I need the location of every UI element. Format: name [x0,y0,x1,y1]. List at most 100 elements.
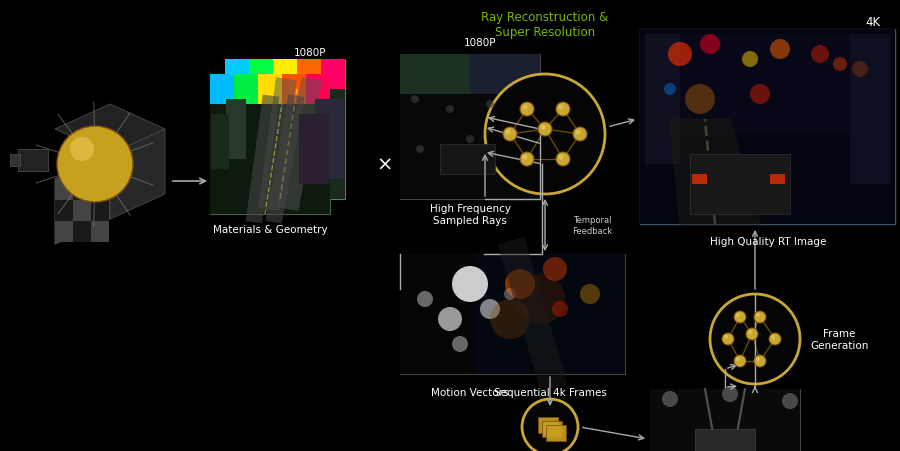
Bar [210,75,330,215]
Bar [211,115,229,170]
Circle shape [438,307,462,331]
Polygon shape [91,221,109,243]
Circle shape [559,105,563,110]
Bar [640,30,895,225]
Polygon shape [73,201,91,221]
Bar [210,105,330,215]
Polygon shape [55,179,73,201]
Circle shape [748,330,752,334]
Circle shape [736,357,740,361]
Bar [546,425,566,441]
Bar [475,254,625,374]
Bar [400,254,540,374]
Bar [10,155,20,166]
Circle shape [490,299,530,339]
Polygon shape [55,155,110,244]
Bar [470,55,540,95]
Circle shape [754,355,766,367]
Bar [650,389,800,451]
Polygon shape [670,120,760,225]
Circle shape [515,274,565,324]
Circle shape [756,357,760,361]
Circle shape [556,103,570,117]
Bar [650,389,800,451]
Bar [273,60,297,90]
Circle shape [734,311,746,323]
Circle shape [503,128,517,142]
Bar [234,75,258,105]
Bar [695,429,755,451]
Circle shape [700,35,720,55]
Circle shape [520,103,534,117]
Circle shape [452,336,468,352]
Text: Frame
Generation: Frame Generation [810,328,868,350]
Circle shape [541,125,545,130]
Bar [18,150,48,172]
Circle shape [756,313,760,318]
Circle shape [523,105,527,110]
Bar [400,55,540,199]
Bar [645,35,890,135]
Bar [645,35,680,165]
Text: 4K: 4K [865,15,880,28]
Text: Motion Vectors: Motion Vectors [431,387,508,397]
Circle shape [724,335,728,339]
Circle shape [520,152,534,166]
Circle shape [416,146,424,154]
Circle shape [771,335,775,339]
Text: Materials & Geometry: Materials & Geometry [212,225,328,235]
Circle shape [452,267,488,302]
Bar [690,155,790,215]
Text: 1080P: 1080P [293,48,326,58]
Bar [306,75,330,105]
Bar [770,175,785,184]
Bar [475,254,625,374]
Circle shape [580,285,600,304]
Circle shape [523,155,527,160]
Bar [225,60,249,90]
Circle shape [734,355,746,367]
Circle shape [486,101,494,109]
Circle shape [710,295,800,384]
Circle shape [505,269,535,299]
Circle shape [504,288,516,300]
Polygon shape [91,201,109,221]
Polygon shape [55,201,73,221]
Circle shape [559,155,563,160]
Circle shape [770,40,790,60]
Circle shape [685,85,715,115]
Bar [315,100,344,179]
Bar [400,95,540,199]
Bar [249,60,273,90]
Bar [400,55,470,95]
Text: High Quality RT Image: High Quality RT Image [710,236,826,246]
Circle shape [552,301,568,318]
Bar [400,254,540,374]
Circle shape [662,391,678,407]
Circle shape [57,127,133,202]
Circle shape [750,85,770,105]
Circle shape [485,75,605,194]
Bar [225,60,345,199]
Bar [692,175,707,184]
Polygon shape [91,179,109,201]
Polygon shape [55,105,165,155]
Bar [640,30,895,225]
Circle shape [833,58,847,72]
Circle shape [556,152,570,166]
Circle shape [70,138,94,161]
Circle shape [664,84,676,96]
Bar [440,145,495,175]
Bar [299,115,329,184]
Circle shape [522,399,578,451]
Circle shape [417,291,433,307]
Bar [258,75,282,105]
Circle shape [538,123,552,137]
Text: Sequential 4k Frames: Sequential 4k Frames [493,387,607,397]
Text: High Frequency
Sampled Rays: High Frequency Sampled Rays [429,204,510,226]
Bar [400,55,540,95]
Bar [225,90,345,199]
Bar [538,417,558,433]
Bar [321,60,345,90]
Bar [226,100,246,160]
